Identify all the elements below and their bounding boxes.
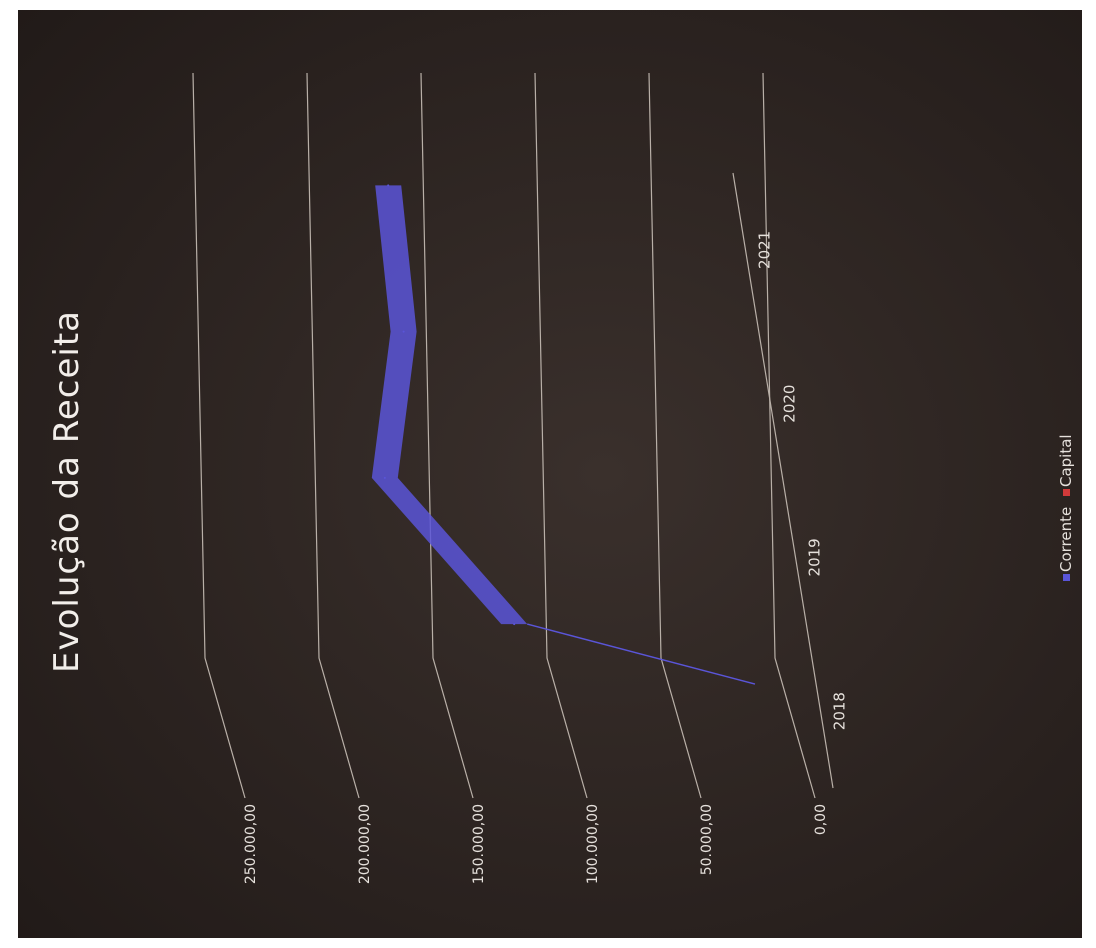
gridline xyxy=(762,72,816,799)
x-axis xyxy=(732,172,834,789)
y-tick-label: 0,00 xyxy=(813,804,829,835)
legend-label-capital: Capital xyxy=(1057,434,1075,487)
chart-title: Evolução da Receita xyxy=(47,310,87,673)
data-point-2019 xyxy=(383,476,386,479)
gridline xyxy=(192,72,246,799)
gridline xyxy=(306,72,360,799)
y-tick-label: 250.000,00 xyxy=(243,804,259,884)
x-tick-label: 2021 xyxy=(756,231,774,269)
x-tick-label: 2018 xyxy=(831,692,849,730)
x-tick-label: 2020 xyxy=(781,385,799,423)
x-tick-labels: 2018 2019 2020 2021 xyxy=(756,231,849,730)
series-corrente-ribbon xyxy=(371,185,528,625)
y-tick-label: 50.000,00 xyxy=(699,804,715,875)
gridlines xyxy=(192,72,816,799)
legend-label-corrente: Corrente xyxy=(1057,507,1075,572)
gridline xyxy=(648,72,702,799)
data-point-2021 xyxy=(387,184,390,187)
y-tick-labels: 0,00 50.000,00 100.000,00 150.000,00 200.000… xyxy=(243,804,829,884)
x-tick-label: 2019 xyxy=(806,538,824,576)
chart-background xyxy=(18,10,1082,938)
data-point-2018 xyxy=(513,623,516,626)
y-tick-label: 150.000,00 xyxy=(471,804,487,884)
gridline xyxy=(420,72,474,799)
series-corrente-tail xyxy=(527,623,756,685)
y-tick-label: 100.000,00 xyxy=(585,804,601,884)
x-axis-line xyxy=(732,172,834,789)
legend: Corrente Capital xyxy=(1057,434,1075,581)
y-tick-label: 200.000,00 xyxy=(357,804,373,884)
gridline xyxy=(534,72,588,799)
series-layer xyxy=(371,184,756,685)
data-point-2020 xyxy=(402,330,405,333)
legend-swatch-corrente xyxy=(1063,574,1070,581)
legend-swatch-capital xyxy=(1063,489,1070,496)
